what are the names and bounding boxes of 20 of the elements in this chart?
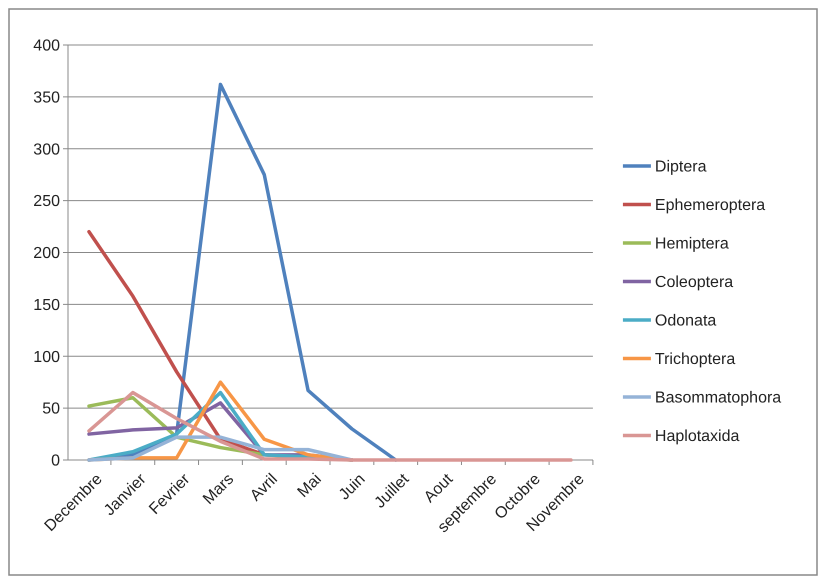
line-series	[87, 390, 573, 462]
y-tick-label: 400	[33, 38, 60, 55]
y-tick-label: 250	[33, 193, 60, 210]
legend-label: Odonata	[654, 312, 716, 330]
y-tick-label: 0	[51, 452, 60, 470]
y-tick-label: 50	[42, 400, 60, 418]
y-tick-label: 100	[33, 348, 60, 366]
legend-label: Haplotaxida	[654, 428, 740, 446]
legend-label: Coleoptera	[654, 274, 734, 292]
legend-label: Diptera	[654, 158, 707, 176]
legend-label: Trichoptera	[654, 351, 736, 368]
y-tick-label: 300	[33, 141, 60, 158]
x-tick-label: Mai	[294, 470, 325, 501]
legend-label: Basommatophora	[654, 390, 782, 407]
legend-label: Ephemeroptera	[654, 197, 766, 214]
y-tick-label: 150	[33, 296, 60, 314]
legend-label: Hemiptera	[654, 236, 729, 253]
x-tick-label: Juin	[336, 470, 369, 504]
y-tick-label: 350	[33, 89, 60, 106]
y-tick-label: 200	[33, 245, 60, 262]
